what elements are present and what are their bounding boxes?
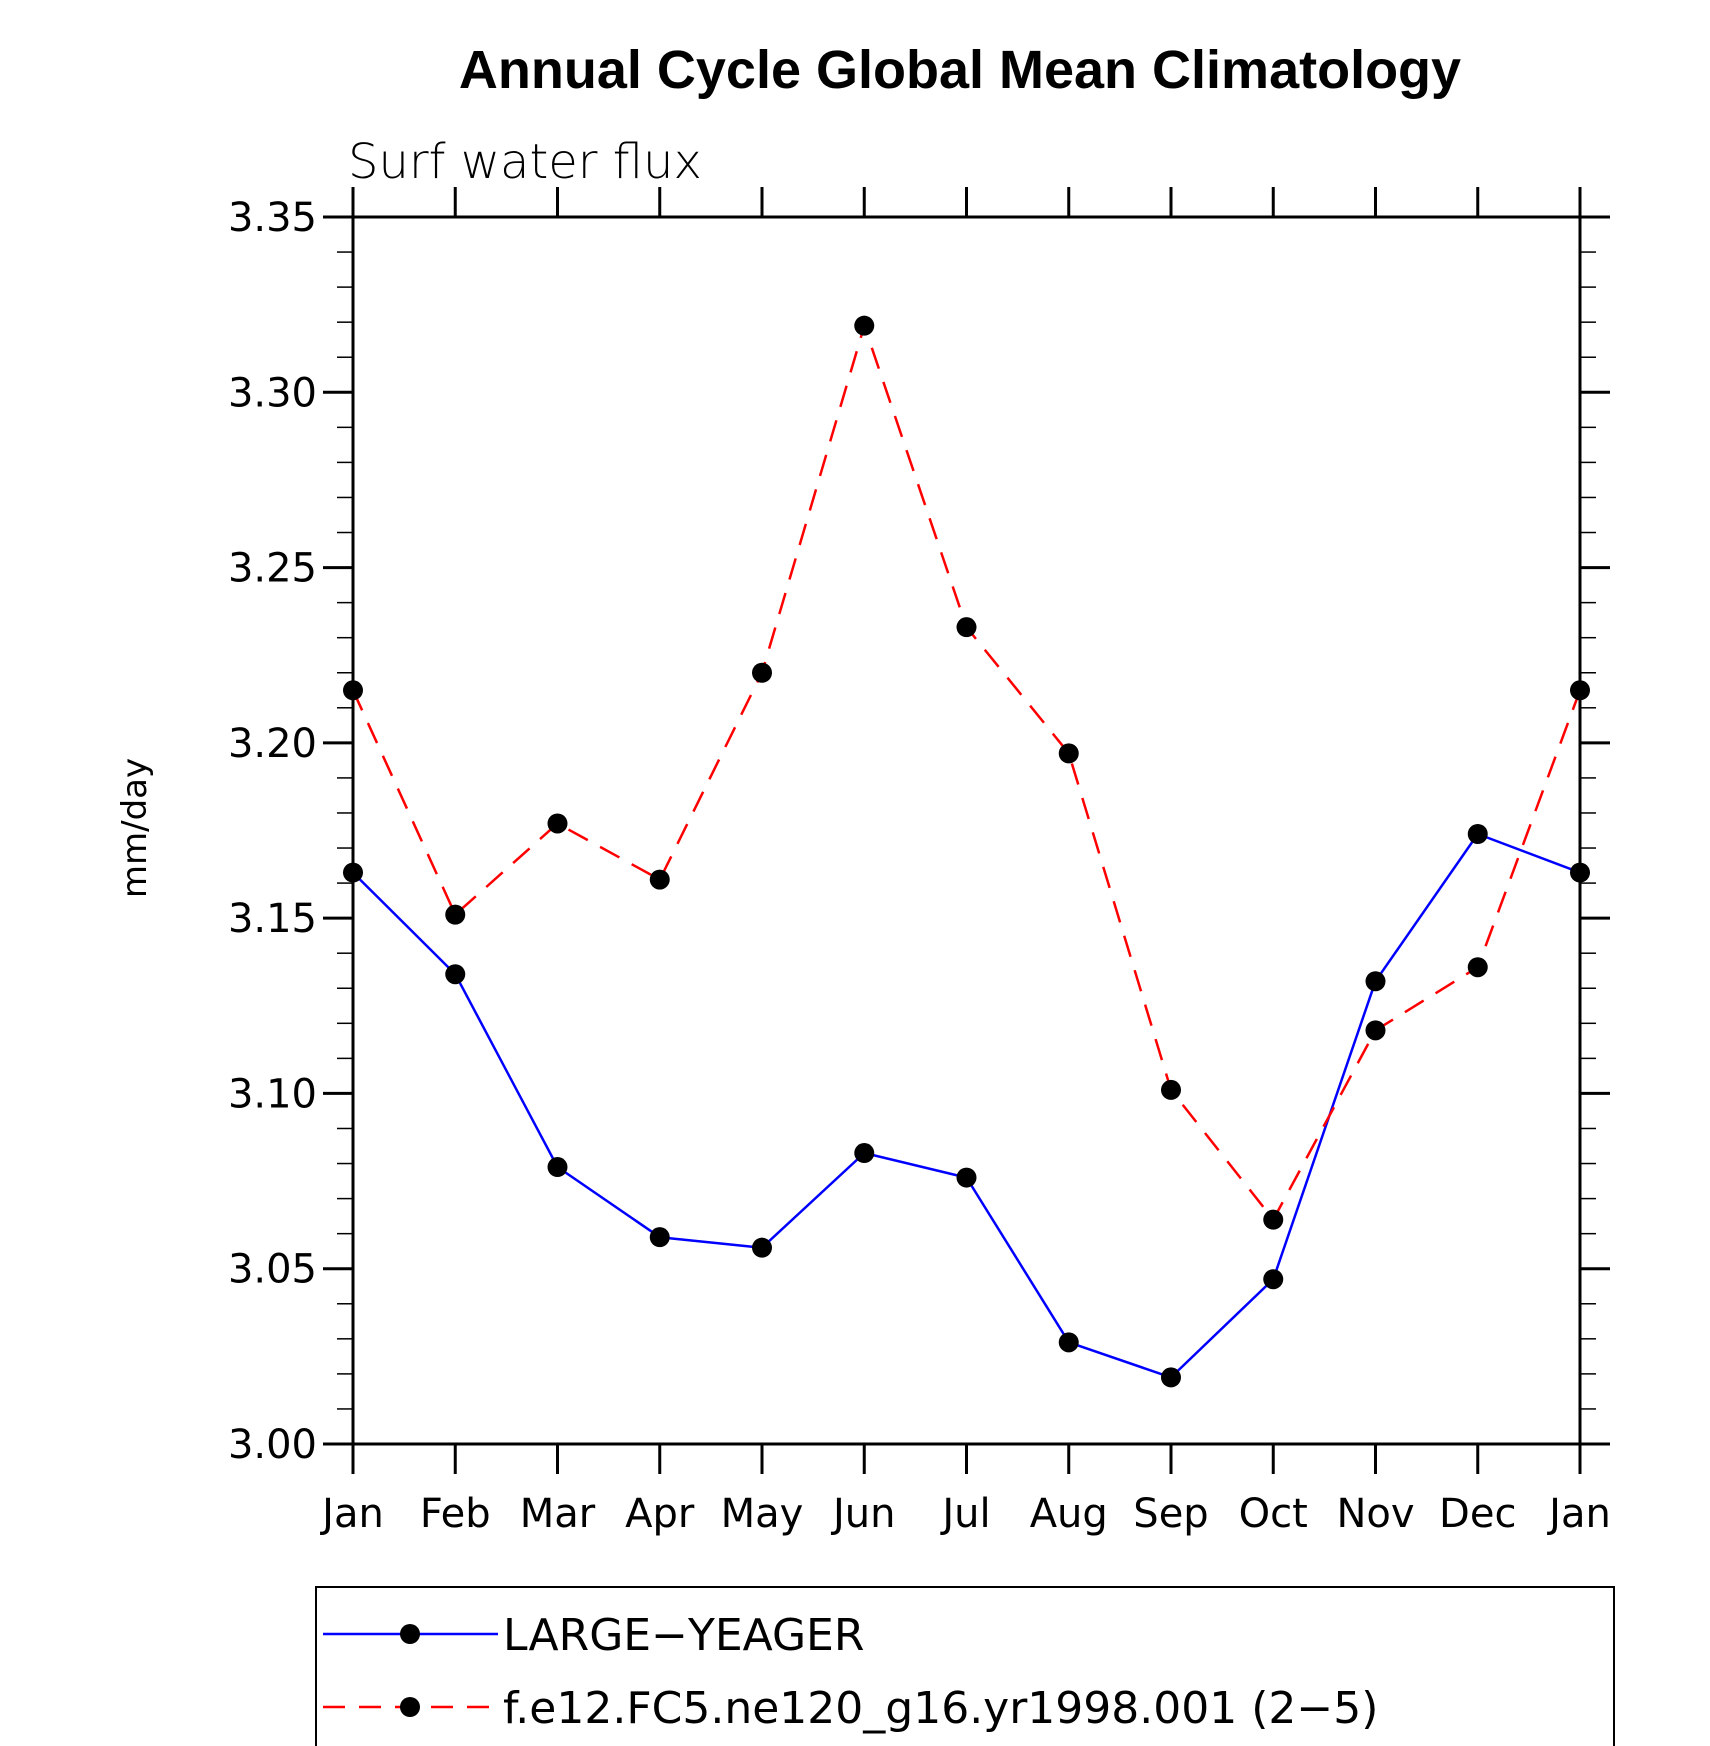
data-point bbox=[343, 680, 363, 701]
y-ticks: 3.00 3.05 3.10 3.15 3.20 3.25 3.30 3.35 bbox=[228, 195, 1610, 1468]
series-2 bbox=[343, 315, 1590, 1230]
series-1 bbox=[343, 824, 1590, 1388]
series-line bbox=[352, 832, 1581, 1379]
data-point bbox=[445, 964, 466, 985]
data-point bbox=[956, 617, 977, 638]
data-point bbox=[1467, 824, 1488, 845]
data-point bbox=[1058, 1332, 1079, 1353]
data-point bbox=[956, 1167, 977, 1188]
y-tick-label: 3.20 bbox=[228, 721, 317, 767]
data-point bbox=[1365, 971, 1386, 992]
x-tick-label: Nov bbox=[1336, 1491, 1414, 1537]
x-tick-label: Jun bbox=[830, 1491, 896, 1537]
data-point bbox=[1263, 1269, 1284, 1290]
y-axis-label: mm/day bbox=[115, 758, 155, 898]
x-tick-label: Dec bbox=[1439, 1491, 1516, 1537]
legend-marker bbox=[400, 1697, 420, 1717]
y-tick-label: 3.35 bbox=[228, 195, 317, 241]
legend-frame bbox=[315, 1586, 1615, 1746]
x-tick-label: May bbox=[721, 1491, 804, 1537]
x-tick-label: Feb bbox=[420, 1491, 491, 1537]
x-tick-label: Jul bbox=[939, 1491, 990, 1537]
data-point bbox=[1570, 862, 1590, 883]
data-point bbox=[1161, 1367, 1181, 1388]
x-tick-label: Jan bbox=[1546, 1491, 1611, 1537]
data-point bbox=[1365, 1020, 1386, 1041]
x-tick-label: Apr bbox=[625, 1491, 695, 1537]
data-point bbox=[1467, 957, 1488, 978]
x-tick-label: Jan bbox=[319, 1491, 384, 1537]
series-layer bbox=[343, 315, 1590, 1388]
chart-subtitle: Surf water flux bbox=[348, 134, 702, 190]
x-tick-label: Sep bbox=[1133, 1491, 1208, 1537]
legend: LARGE−YEAGER f.e12.FC5.ne120_g16.yr1998.0… bbox=[315, 1586, 1615, 1746]
y-tick-label: 3.25 bbox=[228, 546, 317, 592]
chart-title: Annual Cycle Global Mean Climatology bbox=[459, 40, 1461, 100]
data-point bbox=[547, 813, 568, 834]
y-tick-label: 3.30 bbox=[228, 370, 317, 416]
x-tick-label: Mar bbox=[520, 1491, 596, 1537]
data-point bbox=[854, 1143, 875, 1164]
data-point bbox=[343, 862, 363, 883]
plot-frame bbox=[351, 215, 1582, 1446]
data-point bbox=[547, 1157, 568, 1178]
legend-label: LARGE−YEAGER bbox=[503, 1610, 864, 1661]
legend-label: f.e12.FC5.ne120_g16.yr1998.001 (2−5) bbox=[503, 1683, 1378, 1734]
data-point bbox=[1263, 1209, 1284, 1230]
data-point bbox=[752, 1237, 772, 1258]
data-point bbox=[1161, 1079, 1181, 1100]
data-point bbox=[854, 315, 875, 336]
series-line bbox=[351, 324, 1582, 1221]
data-point bbox=[649, 1227, 670, 1248]
legend-marker bbox=[400, 1624, 420, 1644]
y-tick-label: 3.10 bbox=[228, 1071, 317, 1117]
y-tick-label: 3.00 bbox=[228, 1422, 317, 1468]
data-point bbox=[752, 662, 772, 683]
y-tick-label: 3.05 bbox=[228, 1247, 317, 1293]
x-tick-label: Oct bbox=[1239, 1491, 1308, 1537]
y-tick-label: 3.15 bbox=[228, 896, 317, 942]
data-point bbox=[1570, 680, 1590, 701]
data-point bbox=[445, 904, 466, 925]
data-point bbox=[1058, 743, 1079, 764]
x-tick-label: Aug bbox=[1030, 1491, 1108, 1537]
data-point bbox=[649, 869, 670, 890]
x-ticks: Jan Feb Mar Apr May Jun Jul Aug Sep Oct Nov Dec Jan bbox=[319, 187, 1611, 1537]
